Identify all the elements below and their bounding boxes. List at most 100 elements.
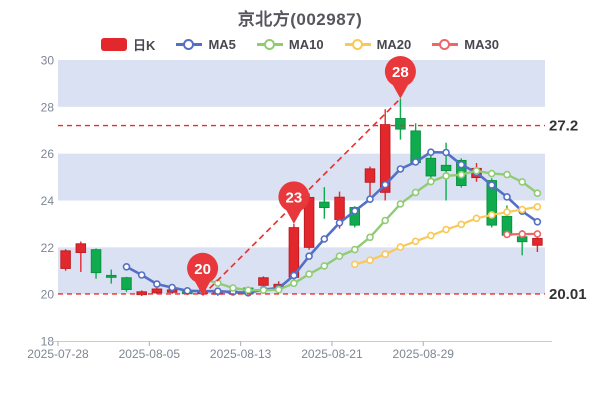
ma5-marker-dot bbox=[487, 181, 496, 189]
ma10-marker-dot bbox=[518, 178, 527, 186]
ma5-marker-dot bbox=[381, 180, 390, 189]
marker-pin-label: 20 bbox=[194, 261, 211, 278]
y-axis-tick-label: 28 bbox=[41, 100, 55, 114]
legend-marker-dot bbox=[351, 39, 363, 51]
reference-line-27.2: 27.2 bbox=[58, 116, 580, 136]
ma20-marker-dot bbox=[442, 225, 450, 234]
ma10-marker-dot bbox=[503, 170, 511, 179]
ma10-marker-dot bbox=[350, 245, 359, 254]
ma5-marker-dot bbox=[168, 283, 176, 292]
y-axis-labels: 30 28 26 24 22 20 18 bbox=[41, 54, 55, 349]
marker-pin-label: 28 bbox=[392, 64, 409, 81]
ma10-marker-dot bbox=[290, 279, 298, 288]
ma30-line bbox=[503, 230, 542, 239]
ma10-marker-dot bbox=[487, 169, 496, 178]
ma30-marker-dot bbox=[533, 230, 542, 238]
legend-item-ma30[interactable]: MA30 bbox=[432, 37, 499, 52]
trend-line bbox=[202, 98, 401, 296]
ma5-marker-dot bbox=[396, 165, 405, 173]
chart-title: 京北方(002987) bbox=[237, 10, 363, 29]
ma20-marker-dot bbox=[457, 220, 466, 229]
marker-pin-20: 20 bbox=[187, 252, 219, 296]
legend-marker-dot bbox=[439, 39, 451, 51]
ma10-marker-dot bbox=[396, 200, 405, 208]
candle-2025-08-14 bbox=[258, 276, 269, 288]
legend-marker-dot bbox=[263, 39, 275, 51]
legend-label: MA30 bbox=[464, 37, 499, 52]
chart-legend: 日K MA5 MA10 MA20 MA30 bbox=[0, 35, 600, 54]
ma20-marker-dot bbox=[411, 237, 420, 246]
legend-item-ma5[interactable]: MA5 bbox=[176, 37, 236, 52]
ma5-marker-dot bbox=[153, 280, 161, 288]
y-axis-tick-label: 26 bbox=[41, 147, 55, 161]
ma10-marker-dot bbox=[472, 167, 481, 175]
candle-2025-08-27 bbox=[395, 98, 406, 140]
ma5-marker-dot bbox=[305, 252, 313, 261]
ma5-marker-dot bbox=[122, 262, 131, 271]
ma5-marker-dot bbox=[442, 148, 450, 157]
legend-item-ma10[interactable]: MA10 bbox=[256, 37, 324, 52]
ma10-marker-dot bbox=[244, 286, 252, 295]
ma5-marker-dot bbox=[366, 195, 374, 203]
ma20-marker-dot bbox=[472, 214, 481, 223]
ma5-marker-dot bbox=[183, 286, 192, 295]
ma10-marker-dot bbox=[305, 270, 313, 278]
ma20-marker-dot bbox=[487, 211, 496, 219]
candle-2025-08-04 bbox=[136, 290, 147, 297]
ma20-marker-dot bbox=[366, 256, 374, 265]
candle-2025-07-30 bbox=[90, 248, 102, 279]
ma10-marker-dot bbox=[320, 262, 329, 270]
ma20-marker-dot bbox=[381, 250, 390, 258]
legend-label: MA20 bbox=[376, 37, 412, 52]
reference-line-label: 20.01 bbox=[549, 286, 587, 303]
candlestick-legend-icon bbox=[101, 38, 128, 51]
y-axis-tick-label: 22 bbox=[41, 241, 55, 255]
legend-item-ma20[interactable]: MA20 bbox=[344, 37, 412, 52]
marker-pin-23: 23 bbox=[278, 181, 310, 224]
ma20-marker-dot bbox=[533, 203, 542, 211]
ma30-marker-dot bbox=[503, 230, 511, 239]
ma5-marker-dot bbox=[320, 235, 329, 243]
ma20-marker-dot bbox=[503, 208, 511, 216]
ma5-marker-dot bbox=[350, 207, 359, 215]
ma5-marker-dot bbox=[214, 287, 222, 296]
ma10-marker-dot bbox=[366, 233, 374, 242]
candle-2025-08-20 bbox=[319, 187, 330, 219]
ma5-marker-dot bbox=[137, 271, 146, 279]
ma10-marker-dot bbox=[259, 286, 268, 295]
legend-item-daily-k[interactable]: 日K bbox=[101, 35, 155, 54]
candle-2025-08-05 bbox=[151, 287, 163, 295]
ma30-marker-dot bbox=[518, 230, 527, 238]
marker-pin-28: 28 bbox=[384, 56, 416, 99]
y-axis-tick-label: 20 bbox=[41, 288, 55, 302]
candle-2025-08-25 bbox=[364, 166, 376, 196]
ma20-line bbox=[350, 203, 542, 269]
ma10-marker-dot bbox=[442, 172, 450, 180]
candle-2025-08-29 bbox=[425, 154, 437, 179]
ma10-line bbox=[198, 167, 542, 295]
reference-line-20.01: 20.01 bbox=[58, 284, 588, 304]
ma10-marker-dot bbox=[381, 216, 390, 225]
ma10-marker-dot bbox=[229, 284, 237, 292]
ma20-marker-dot bbox=[396, 243, 405, 251]
marker-pin-label: 23 bbox=[286, 189, 303, 206]
candle-2025-07-31 bbox=[106, 269, 117, 284]
ma5-marker-dot bbox=[427, 148, 435, 156]
ma5-marker-dot bbox=[503, 193, 511, 201]
ma5-marker-dot bbox=[335, 219, 344, 227]
candle-2025-07-29 bbox=[75, 241, 87, 272]
x-axis-tick-label: 2025-08-21 bbox=[301, 347, 363, 361]
ma10-marker-dot bbox=[427, 177, 435, 186]
candle-2025-09-09 bbox=[532, 236, 543, 253]
ma5-marker-dot bbox=[457, 160, 466, 169]
x-axis-tick-label: 2025-08-13 bbox=[210, 347, 272, 361]
x-axis: 2025-07-28 2025-08-05 2025-08-13 2025-08-21… bbox=[27, 341, 552, 361]
ma10-marker-dot bbox=[457, 170, 466, 179]
reference-line-label: 27.2 bbox=[549, 118, 578, 135]
line-marker-legend-icon bbox=[432, 39, 459, 51]
ma10-marker-dot bbox=[335, 252, 344, 261]
ma10-marker-dot bbox=[533, 189, 542, 197]
ma5-marker-dot bbox=[290, 271, 298, 280]
